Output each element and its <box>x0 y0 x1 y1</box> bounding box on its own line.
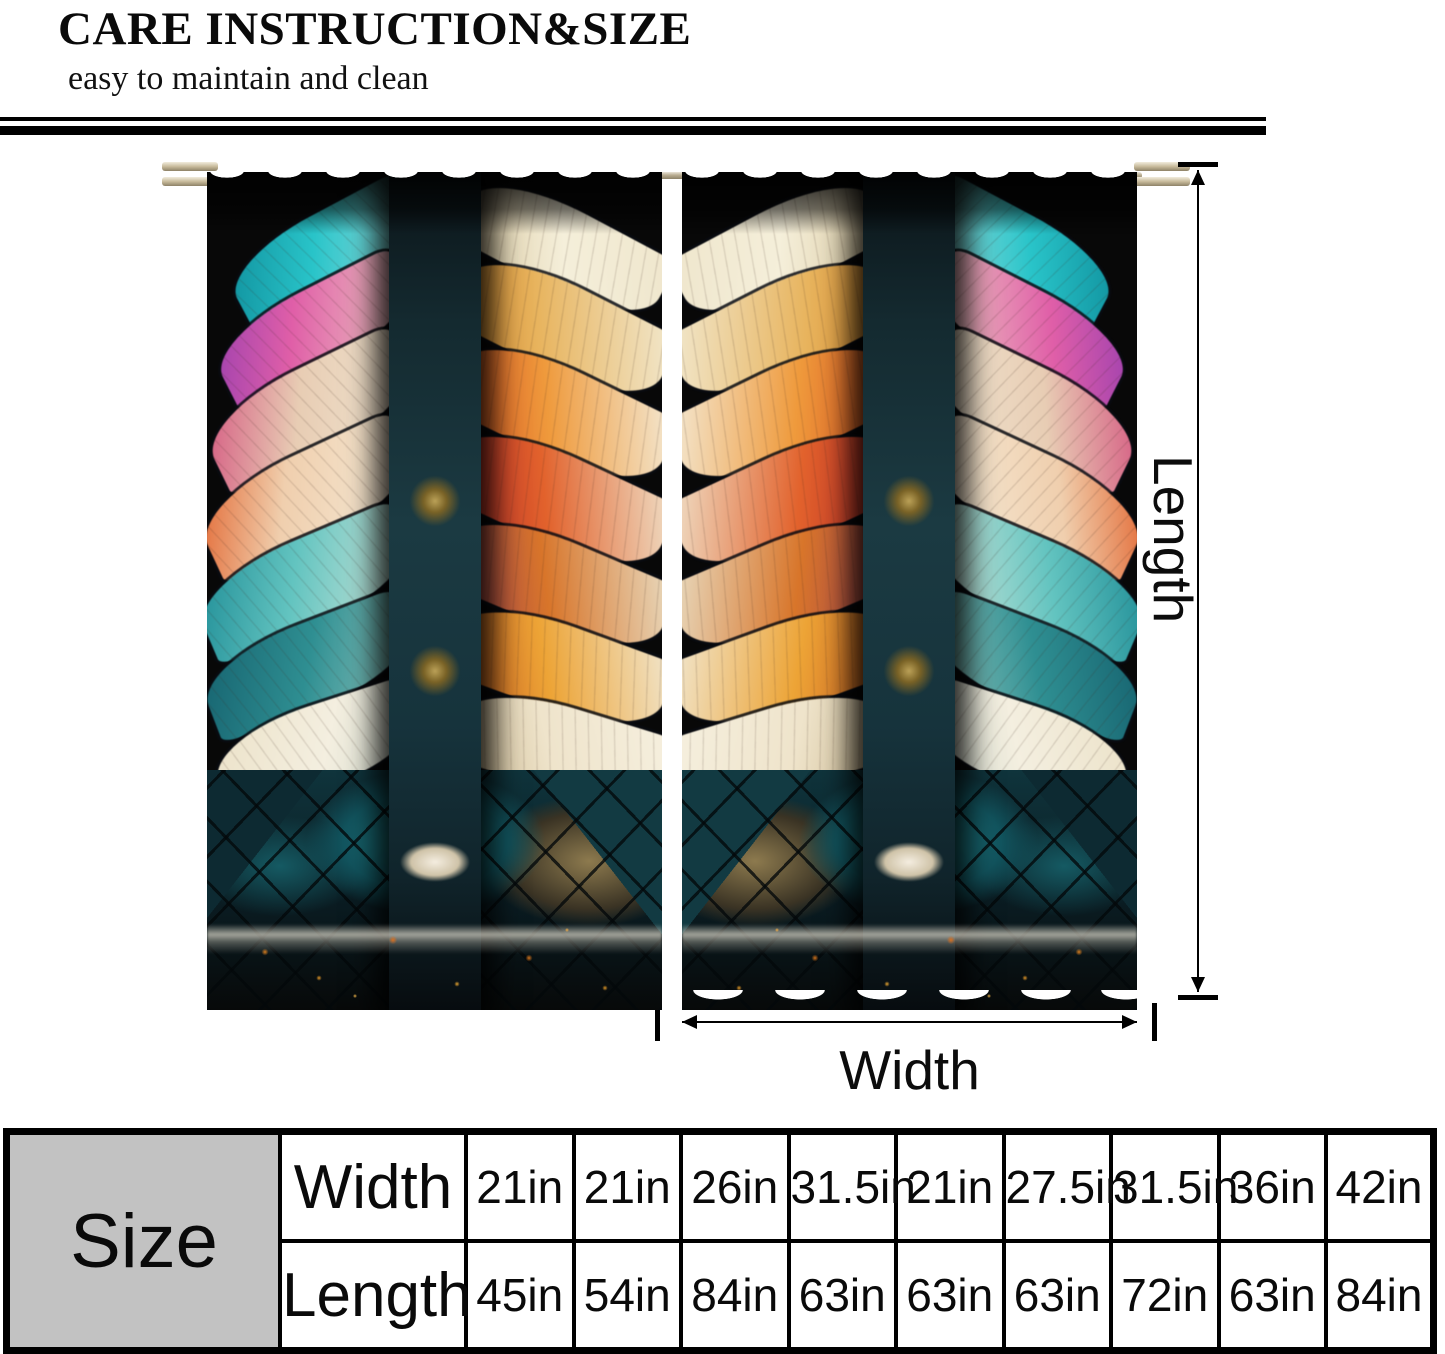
curtain-rod-finial-right <box>1134 162 1190 188</box>
width-value-cell: 42in <box>1324 1129 1436 1243</box>
divider-gap <box>0 121 1266 126</box>
length-value-cell: 54in <box>571 1239 683 1353</box>
width-value-cell: 36in <box>1216 1129 1328 1243</box>
table-row-length: Length 45in 54in 84in 63in 63in 63in 72i… <box>7 1239 1436 1353</box>
row-header-length: Length <box>278 1239 472 1353</box>
page-header: CARE INSTRUCTION&SIZE easy to maintain a… <box>0 0 1270 97</box>
page-subtitle: easy to maintain and clean <box>68 59 429 97</box>
curtain-panel-left <box>207 172 662 1010</box>
rod-pocket <box>207 172 662 234</box>
white-flower <box>863 832 956 892</box>
size-table: Size Width 21in 21in 26in 31.5in 21in 27… <box>3 1128 1437 1354</box>
length-value-cell: 63in <box>786 1239 898 1353</box>
length-value-cell: 63in <box>1216 1239 1328 1353</box>
bokeh-lights <box>682 900 1137 1010</box>
width-cap-right <box>1152 1003 1157 1041</box>
header-divider <box>0 117 1266 135</box>
width-cap-left <box>655 1003 660 1041</box>
white-flower <box>388 832 481 892</box>
width-value-cell: 26in <box>679 1129 791 1243</box>
width-value-cell: 21in <box>571 1129 683 1243</box>
rod-pocket <box>682 172 1137 234</box>
arrow-down-icon <box>1191 977 1205 992</box>
curtain-panel-right <box>682 172 1137 1010</box>
width-value-cell: 21in <box>894 1129 1006 1243</box>
table-row-width: Size Width 21in 21in 26in 31.5in 21in 27… <box>4 1129 1436 1353</box>
length-value-cell: 72in <box>1109 1239 1221 1353</box>
size-table-container: Size Width 21in 21in 26in 31.5in 21in 27… <box>3 1128 1437 1354</box>
product-photo <box>0 150 1445 1090</box>
curtain-artwork-left <box>207 172 662 1010</box>
curtain-rod <box>207 172 1142 179</box>
arrow-right-icon <box>1122 1015 1137 1029</box>
arrow-left-icon <box>682 1015 697 1029</box>
row-header-width: Width <box>278 1129 468 1243</box>
arrow-up-icon <box>1191 170 1205 185</box>
width-value-cell: 27.5in <box>1001 1129 1131 1243</box>
width-value-cell: 21in <box>464 1129 576 1243</box>
length-value-cell: 45in <box>464 1239 576 1353</box>
curtain-rod-finial-left <box>162 162 218 188</box>
length-value-cell: 63in <box>1001 1239 1113 1353</box>
length-value-cell: 84in <box>1324 1239 1436 1353</box>
length-dimension-arrow <box>1191 170 1205 992</box>
divider-line-thick <box>0 126 1266 135</box>
page-title: CARE INSTRUCTION&SIZE <box>58 3 692 55</box>
width-dimension-arrow <box>682 1015 1137 1029</box>
curtain-artwork-right <box>682 172 1137 1010</box>
bokeh-lights <box>207 900 662 1010</box>
width-label: Width <box>839 1039 980 1101</box>
length-value-cell: 84in <box>679 1239 791 1353</box>
size-header-cell: Size <box>4 1129 282 1353</box>
divider-line-thin <box>0 117 1266 121</box>
length-label: Length <box>1142 455 1204 624</box>
length-cap-bottom <box>1178 995 1218 1000</box>
width-value-cell: 31.5in <box>1109 1129 1238 1243</box>
width-value-cell: 31.5in <box>786 1129 916 1243</box>
length-cap-top <box>1178 162 1218 167</box>
length-value-cell: 63in <box>894 1239 1006 1353</box>
